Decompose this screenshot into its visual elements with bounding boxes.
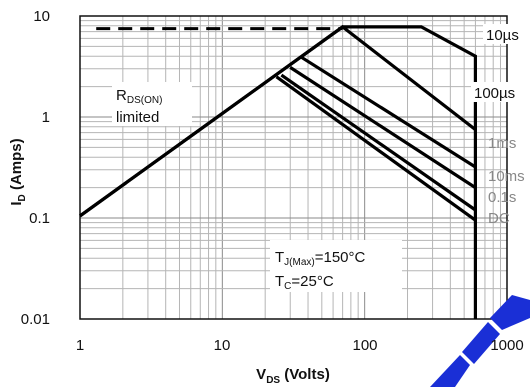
series-label-100us: 100µs [474, 85, 515, 102]
y-axis-title: ID (Amps) [8, 138, 28, 205]
x-tick-label: 100 [352, 337, 377, 354]
rds-limited-label: limited [116, 109, 159, 126]
rds-label: RDS(ON) [116, 87, 162, 106]
soa-curve-dc [275, 75, 477, 222]
watermark [430, 295, 530, 387]
series-label-10ms: 10ms [488, 168, 525, 185]
x-tick-label: 1 [76, 337, 84, 354]
soa-curve-1ms [300, 55, 477, 169]
tj-label: TJ(Max)=150°C [275, 249, 366, 268]
temperature-annotation-bg [270, 240, 402, 292]
series-label-1ms: 1ms [488, 135, 516, 152]
tc-label: TC=25°C [275, 273, 334, 292]
soa-curve-10ms [289, 66, 477, 189]
rds-annotation: RDS(ON) limited [112, 82, 192, 126]
series-label-bg [483, 24, 530, 44]
temperature-annotation: TJ(Max)=150°C TC=25°C [270, 240, 402, 292]
x-tick-labels: 1 10 100 1000 [76, 337, 524, 354]
x-tick-label: 1000 [490, 337, 523, 354]
y-tick-labels: 10 1 0.1 0.01 [21, 8, 50, 328]
series-label-dc: DC [488, 210, 510, 227]
series-label-0-1s: 0.1s [488, 189, 516, 206]
soa-curve-100-s [79, 24, 477, 218]
y-tick-label: 0.1 [29, 210, 50, 227]
y-tick-label: 0.01 [21, 311, 50, 328]
x-axis-title: VDS (Volts) [256, 366, 330, 386]
rds-annotation-bg [112, 82, 192, 126]
series-labels: 10µs 100µs 1ms 10ms 0.1s DC [471, 24, 530, 227]
curves [79, 24, 477, 319]
soa-curve-0-1s [280, 73, 477, 212]
x-tick-label: 10 [214, 337, 231, 354]
plot-frame [79, 15, 508, 320]
y-tick-label: 1 [42, 109, 50, 126]
y-tick-label: 10 [33, 8, 50, 25]
series-label-bg [471, 82, 526, 102]
series-label-10us: 10µs [486, 27, 519, 44]
